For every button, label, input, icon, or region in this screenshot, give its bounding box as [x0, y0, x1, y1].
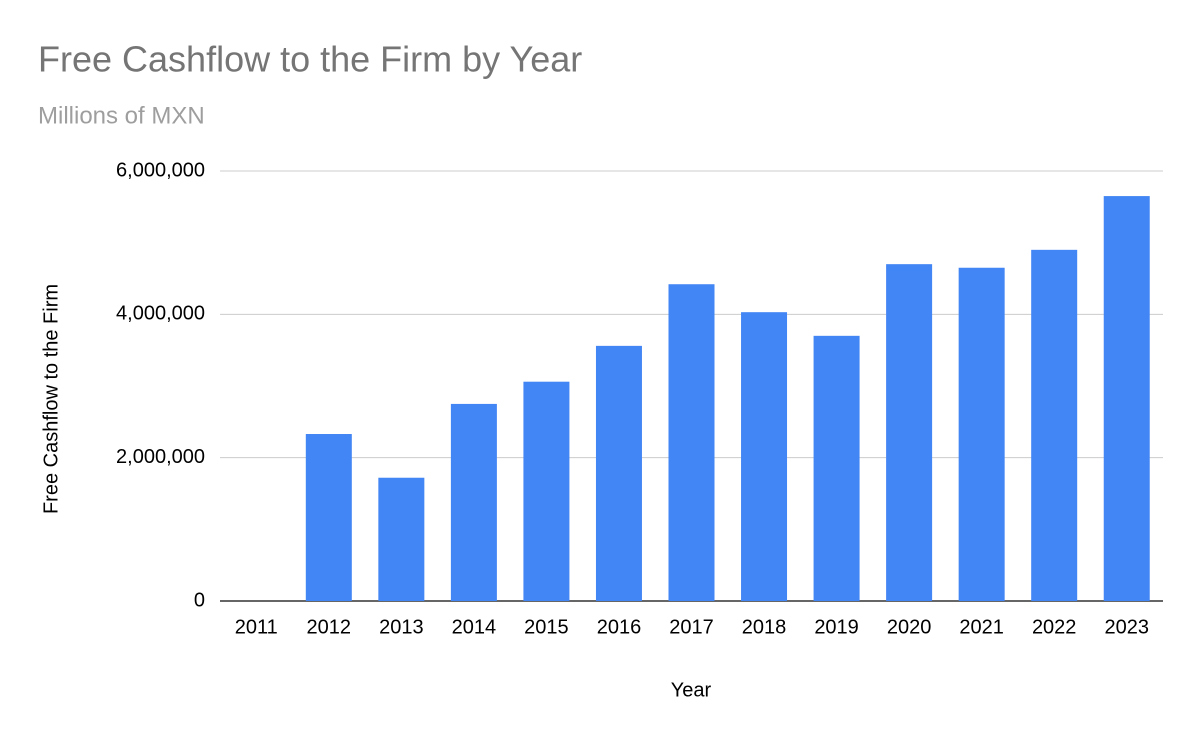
bar — [378, 477, 425, 601]
x-tick-label: 2021 — [959, 616, 1004, 638]
bar — [523, 381, 570, 601]
x-tick-label: 2017 — [669, 616, 714, 638]
bar — [305, 434, 352, 601]
y-tick-label: 4,000,000 — [116, 303, 205, 325]
x-tick-label: 2019 — [814, 616, 859, 638]
bar — [668, 284, 715, 601]
x-tick-label: 2016 — [597, 616, 642, 638]
y-axis-label: Free Cashflow to the Firm — [40, 284, 62, 514]
y-tick-label: 2,000,000 — [116, 446, 205, 468]
x-tick-label: 2013 — [379, 616, 424, 638]
bar — [595, 345, 642, 601]
x-tick-label: 2018 — [742, 616, 787, 638]
bar — [741, 312, 788, 601]
x-axis-label: Year — [671, 679, 712, 701]
chart-subtitle: Millions of MXN — [38, 102, 205, 129]
bar — [813, 335, 860, 601]
x-tick-label: 2015 — [524, 616, 569, 638]
bar — [958, 267, 1005, 601]
x-tick-label: 2012 — [307, 616, 352, 638]
bar — [886, 264, 933, 601]
y-tick-label: 0 — [194, 589, 205, 611]
x-tick-label: 2011 — [235, 616, 278, 638]
bar — [450, 403, 497, 601]
x-tick-label: 2023 — [1104, 616, 1149, 638]
x-tick-label: 2020 — [887, 616, 932, 638]
x-tick-label: 2014 — [452, 616, 497, 638]
bar — [1103, 196, 1150, 602]
y-tick-label: 6,000,000 — [116, 159, 205, 181]
chart-title: Free Cashflow to the Firm by Year — [38, 39, 582, 80]
x-tick-label: 2022 — [1032, 616, 1077, 638]
bar — [1031, 249, 1078, 602]
